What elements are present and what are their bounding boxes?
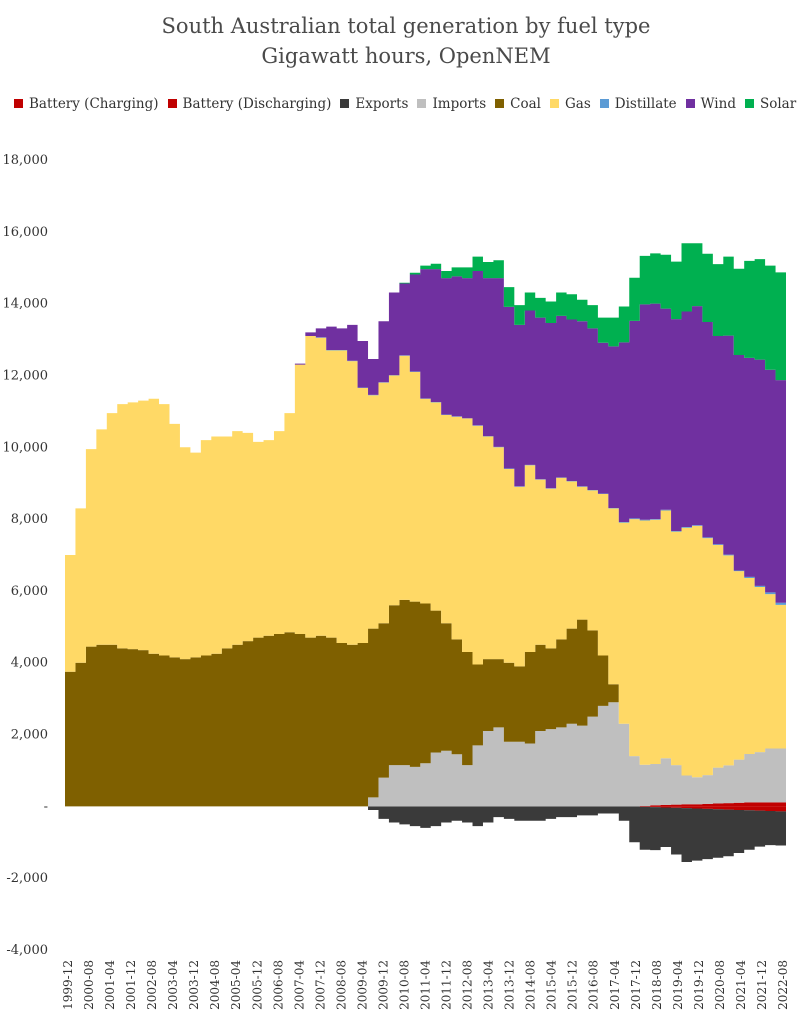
x-tick-label: 2022-08 xyxy=(776,960,790,1010)
area-imports xyxy=(65,702,786,807)
chart-title: South Australian total generation by fue… xyxy=(161,14,651,38)
x-tick-label: 2021-12 xyxy=(755,960,769,1010)
y-tick-label: -4,000 xyxy=(6,943,48,958)
y-tick-label: 4,000 xyxy=(11,656,48,671)
y-tick-label: 14,000 xyxy=(3,297,49,312)
x-tick-label: 2011-12 xyxy=(440,960,454,1010)
x-tick-label: 2019-04 xyxy=(671,960,685,1010)
legend-item: Imports xyxy=(417,96,486,112)
legend-swatch xyxy=(549,99,559,108)
x-tick-label: 2000-08 xyxy=(82,960,96,1010)
x-tick-label: 2011-04 xyxy=(419,960,433,1010)
legend-item: Exports xyxy=(340,96,408,112)
x-tick-label: 2012-08 xyxy=(461,960,475,1010)
x-tick-label: 2010-08 xyxy=(398,960,412,1010)
area-coal xyxy=(65,599,786,807)
legend-label: Wind xyxy=(700,96,736,112)
legend-label: Imports xyxy=(432,96,487,112)
x-tick-label: 2019-12 xyxy=(692,960,706,1010)
x-tick-label: 2015-12 xyxy=(566,960,580,1010)
x-tick-label: 2017-04 xyxy=(608,960,622,1010)
y-axis: -4,000-2,000-2,0004,0006,0008,00010,0001… xyxy=(3,153,49,958)
y-tick-label: 2,000 xyxy=(11,728,48,743)
x-tick-label: 2007-12 xyxy=(313,960,327,1010)
x-tick-label: 2008-08 xyxy=(334,960,348,1010)
legend-label: Coal xyxy=(510,96,541,112)
y-tick-label: 10,000 xyxy=(3,440,49,455)
x-tick-label: 1999-12 xyxy=(61,960,75,1010)
y-tick-label: 8,000 xyxy=(11,512,48,527)
legend-swatch xyxy=(495,99,505,108)
x-tick-label: 2004-08 xyxy=(208,960,222,1010)
legend-label: Exports xyxy=(355,96,409,112)
legend-swatch xyxy=(417,99,427,108)
y-tick-label: -2,000 xyxy=(6,871,48,886)
y-tick-label: 16,000 xyxy=(3,225,49,240)
x-tick-label: 2009-04 xyxy=(355,960,369,1010)
x-tick-label: 2005-12 xyxy=(250,960,264,1010)
legend-item: Wind xyxy=(685,96,736,112)
legend-swatch xyxy=(599,99,609,108)
x-tick-label: 2020-08 xyxy=(713,960,727,1010)
area-solar xyxy=(65,243,786,555)
x-axis: 1999-12 2000-08 2001-04 2001-12 2002-08 2003-… xyxy=(61,960,790,1010)
x-tick-label: 2013-12 xyxy=(503,960,517,1010)
legend-item: Battery (Charging) xyxy=(14,96,159,112)
area-wind xyxy=(65,269,786,605)
x-tick-label: 2017-12 xyxy=(629,960,643,1010)
legend-swatch xyxy=(167,99,177,108)
x-tick-label: 2002-08 xyxy=(145,960,159,1010)
legend-label: Gas xyxy=(564,96,591,112)
legend-label: Battery (Charging) xyxy=(29,96,159,112)
x-tick-label: 2021-04 xyxy=(734,960,748,1010)
y-tick-label: 6,000 xyxy=(11,584,48,599)
legend-swatch xyxy=(340,99,350,108)
legend-label: Distillate xyxy=(614,96,677,112)
x-tick-label: 2005-04 xyxy=(229,960,243,1010)
area-battery-charging xyxy=(65,806,786,812)
x-tick-label: 2015-04 xyxy=(545,960,559,1010)
x-tick-label: 2001-12 xyxy=(124,960,138,1010)
area-battery-discharging xyxy=(65,802,786,807)
x-tick-label: 2009-12 xyxy=(376,960,390,1010)
x-tick-label: 2013-04 xyxy=(482,960,496,1010)
legend-swatch xyxy=(744,99,754,108)
legend-item: Battery (Discharging) xyxy=(167,96,332,112)
legend-item: Solar xyxy=(744,96,797,112)
chart-subtitle: Gigawatt hours, OpenNEM xyxy=(261,44,551,68)
legend-item: Distillate xyxy=(599,96,677,112)
legend-item: Gas xyxy=(549,96,591,112)
area-exports xyxy=(65,806,786,863)
x-tick-label: 2003-12 xyxy=(187,960,201,1010)
y-tick-label: 18,000 xyxy=(3,153,49,168)
legend-label: Battery (Discharging) xyxy=(182,96,332,112)
x-tick-label: 2003-04 xyxy=(166,960,180,1010)
x-tick-label: 2006-08 xyxy=(271,960,285,1010)
y-tick-label: 12,000 xyxy=(3,368,49,383)
area-series xyxy=(65,243,786,863)
area-gas xyxy=(65,335,786,778)
legend-swatch xyxy=(685,99,695,108)
legend-swatch xyxy=(14,99,23,108)
x-tick-label: 2001-04 xyxy=(103,960,117,1010)
legend-label: Solar xyxy=(759,96,797,112)
x-tick-label: 2016-08 xyxy=(587,960,601,1010)
chart-legend: Battery (Charging) Battery (Discharging) E… xyxy=(14,96,804,112)
legend-item: Coal xyxy=(495,96,541,112)
y-tick-label: - xyxy=(44,799,48,814)
x-tick-label: 2014-08 xyxy=(524,960,538,1010)
x-tick-label: 2007-04 xyxy=(292,960,306,1010)
x-tick-label: 2018-08 xyxy=(650,960,664,1010)
